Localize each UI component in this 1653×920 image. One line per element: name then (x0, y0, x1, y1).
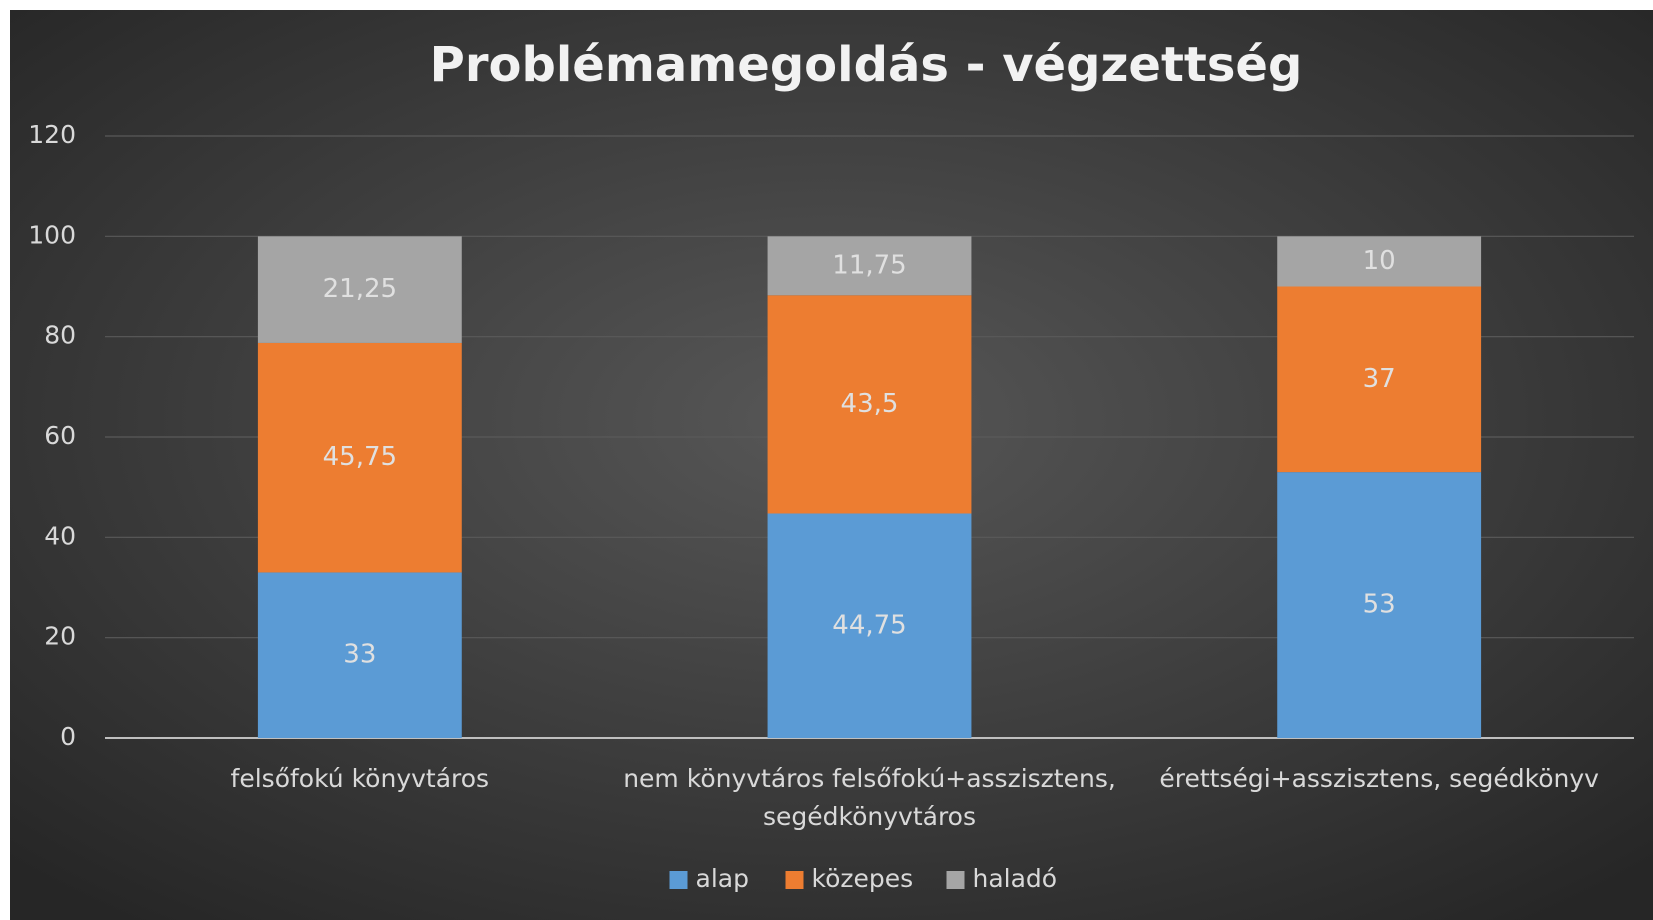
legend-label: közepes (812, 864, 914, 893)
chart-title: Problémamegoldás - végzettség (430, 37, 1303, 93)
legend-swatch (669, 871, 688, 889)
bar-segment (767, 295, 972, 514)
data-label: 10 (1363, 246, 1396, 276)
data-label: 43,5 (841, 389, 899, 419)
x-tick-label: nem könyvtáros felsőfokú+asszisztens, se… (623, 764, 1116, 831)
data-label: 33 (343, 640, 376, 670)
x-tick-label: felsőfokú könyvtáros (230, 764, 490, 793)
data-label: 44,75 (832, 610, 906, 640)
data-label: 11,75 (832, 250, 906, 280)
y-tick-label: 80 (44, 321, 76, 350)
data-label: 21,25 (323, 274, 397, 304)
y-tick-label: 40 (44, 521, 76, 550)
y-tick-label: 120 (28, 120, 76, 149)
data-label: 53 (1363, 590, 1396, 620)
bar-segment (257, 342, 462, 573)
bar-segment (1277, 236, 1482, 287)
data-label: 37 (1363, 364, 1396, 394)
bar-segment (1277, 286, 1482, 473)
legend-swatch (946, 871, 965, 889)
data-label: 45,75 (323, 442, 397, 472)
y-tick-label: 0 (60, 722, 76, 751)
y-tick-label: 60 (44, 421, 76, 450)
bar-segment (767, 236, 972, 296)
y-tick-label: 100 (28, 220, 76, 249)
legend-swatch (785, 871, 804, 889)
bar-segment (1277, 472, 1482, 738)
bar-segment (257, 572, 462, 738)
legend-label: haladó (973, 864, 1058, 893)
bar-segment (257, 236, 462, 343)
x-tick-label: érettségi+asszisztens, segédkönyv (1159, 764, 1599, 793)
legend-label: alap (696, 864, 749, 893)
bar-segment (767, 513, 972, 738)
y-tick-label: 20 (44, 622, 76, 651)
